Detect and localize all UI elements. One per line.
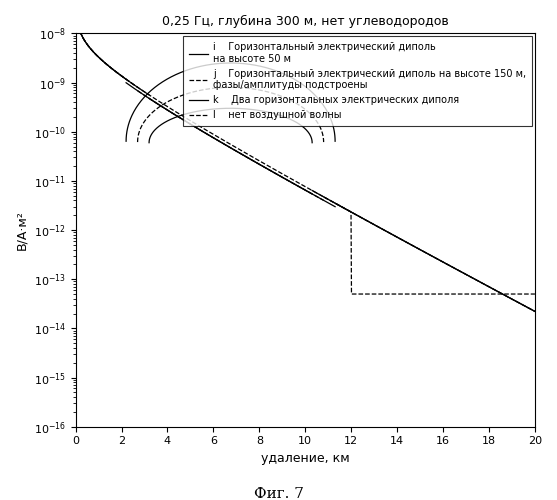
X-axis label: удаление, км: удаление, км	[261, 452, 350, 465]
Title: 0,25 Гц, глубина 300 м, нет углеводородов: 0,25 Гц, глубина 300 м, нет углеводородо…	[162, 15, 448, 28]
Text: Фиг. 7: Фиг. 7	[253, 486, 304, 500]
Y-axis label: В/А·м²: В/А·м²	[15, 210, 28, 250]
Legend: i    Горизонтальный электрический диполь
на высоте 50 м, j    Горизонтальный эле: i Горизонтальный электрический диполь на…	[183, 36, 532, 126]
